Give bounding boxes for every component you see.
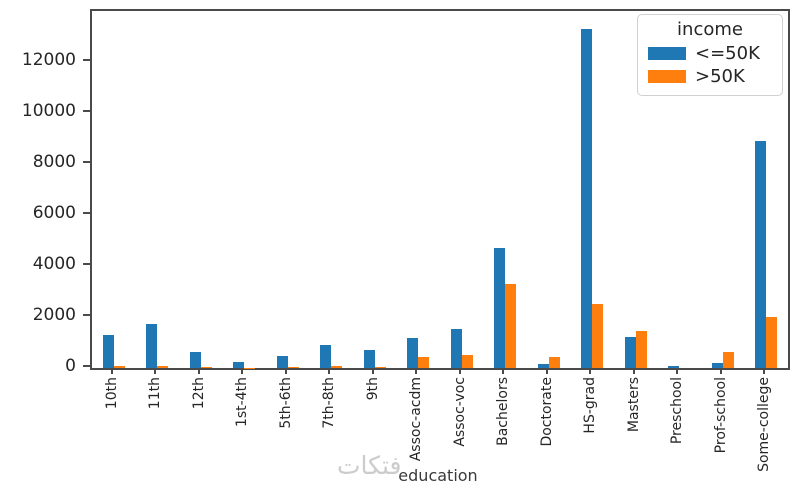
- legend: income <=50K >50K: [637, 14, 783, 96]
- bar-doctorate-gt50k: [548, 357, 560, 368]
- y-tick-mark: [83, 314, 90, 316]
- bar-7th-8th-gt50k: [331, 366, 343, 368]
- x-tick-label-9th: 9th: [364, 377, 381, 401]
- x-tick-label-1st-4th: 1st-4th: [234, 377, 251, 428]
- x-tick-label-some-college: Some-college: [756, 377, 773, 472]
- x-axis-label: education: [398, 466, 478, 485]
- x-tick-mark: [502, 368, 505, 374]
- x-tick-label-assoc-voc: Assoc-voc: [451, 377, 468, 447]
- watermark: فتكات: [337, 451, 402, 480]
- bar-10th-le50k: [102, 334, 114, 368]
- bar-masters-gt50k: [635, 330, 647, 368]
- x-tick-mark: [719, 368, 722, 374]
- bar-1st-4th-le50k: [233, 361, 245, 368]
- x-tick-mark: [371, 368, 374, 374]
- y-tick-label-0: 0: [65, 356, 76, 376]
- y-tick-mark: [83, 59, 90, 61]
- x-tick-label-doctorate: Doctorate: [538, 377, 555, 447]
- x-tick-mark: [415, 368, 418, 374]
- x-tick-mark: [545, 368, 548, 374]
- x-tick-mark: [763, 368, 766, 374]
- x-tick-label-12th: 12th: [190, 377, 207, 410]
- legend-label-gt50k: >50K: [695, 66, 745, 87]
- x-tick-label-5th-6th: 5th-6th: [277, 377, 294, 429]
- bar-7th-8th-le50k: [320, 345, 332, 368]
- bar-9th-le50k: [363, 349, 375, 368]
- bar-some-college-gt50k: [766, 317, 778, 368]
- bar-prof-school-gt50k: [722, 352, 734, 368]
- legend-label-le50k: <=50K: [695, 43, 760, 64]
- x-tick-mark: [284, 368, 287, 374]
- y-tick-mark: [83, 212, 90, 214]
- bar-11th-le50k: [146, 324, 158, 368]
- y-tick-mark: [83, 365, 90, 367]
- x-tick-label-assoc-acdm: Assoc-acdm: [408, 377, 425, 462]
- bar-5th-6th-le50k: [276, 355, 288, 368]
- y-tick-mark: [83, 263, 90, 265]
- y-tick-label-10000: 10000: [21, 101, 76, 121]
- y-tick-label-6000: 6000: [32, 203, 76, 223]
- x-tick-mark: [154, 368, 157, 374]
- x-tick-label-11th: 11th: [147, 377, 164, 410]
- x-tick-mark: [676, 368, 679, 374]
- x-tick-label-prof-school: Prof-school: [712, 377, 729, 454]
- x-tick-label-10th: 10th: [103, 377, 120, 410]
- legend-row-gt50k: >50K: [648, 65, 772, 88]
- bar-some-college-le50k: [755, 141, 767, 368]
- bar-doctorate-le50k: [537, 363, 549, 368]
- legend-title: income: [677, 19, 743, 40]
- x-tick-mark: [632, 368, 635, 374]
- bar-hs-grad-le50k: [581, 29, 593, 368]
- bar-bachelors-le50k: [494, 247, 506, 368]
- bar-9th-gt50k: [374, 366, 386, 368]
- legend-swatch-le50k: [648, 47, 686, 60]
- bar-12th-le50k: [189, 352, 201, 368]
- y-tick-label-2000: 2000: [32, 305, 76, 325]
- x-tick-mark: [589, 368, 592, 374]
- bar-preschool-le50k: [668, 365, 680, 368]
- bar-assoc-voc-gt50k: [461, 354, 473, 368]
- y-tick-label-8000: 8000: [32, 152, 76, 172]
- x-tick-label-7th-8th: 7th-8th: [321, 377, 338, 429]
- x-tick-label-masters: Masters: [625, 377, 642, 433]
- bar-12th-gt50k: [200, 366, 212, 368]
- bar-10th-gt50k: [113, 365, 125, 368]
- bar-11th-gt50k: [157, 365, 169, 368]
- bar-bachelors-gt50k: [505, 283, 517, 368]
- x-tick-mark: [197, 368, 200, 374]
- bar-prof-school-le50k: [711, 362, 723, 368]
- x-tick-label-bachelors: Bachelors: [495, 377, 512, 446]
- x-tick-mark: [458, 368, 461, 374]
- x-tick-label-preschool: Preschool: [669, 377, 686, 445]
- x-tick-mark: [241, 368, 244, 374]
- bar-5th-6th-gt50k: [287, 367, 299, 368]
- legend-swatch-gt50k: [648, 70, 686, 83]
- y-tick-mark: [83, 161, 90, 163]
- bar-assoc-acdm-le50k: [407, 337, 419, 368]
- x-tick-label-hs-grad: HS-grad: [582, 377, 599, 434]
- bar-masters-le50k: [624, 337, 636, 368]
- bar-assoc-voc-le50k: [450, 328, 462, 368]
- bar-assoc-acdm-gt50k: [418, 357, 430, 368]
- y-tick-label-12000: 12000: [21, 50, 76, 70]
- y-tick-label-4000: 4000: [32, 254, 76, 274]
- bar-hs-grad-gt50k: [592, 304, 604, 368]
- legend-row-le50k: <=50K: [648, 42, 772, 65]
- y-tick-mark: [83, 110, 90, 112]
- x-tick-mark: [328, 368, 331, 374]
- x-tick-mark: [110, 368, 113, 374]
